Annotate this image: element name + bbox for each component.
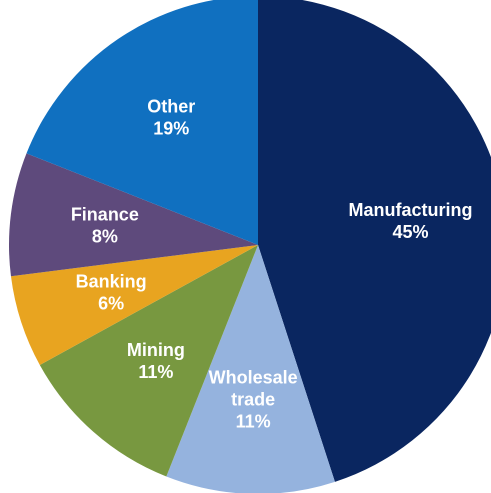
pie-label-wholesale-trade: Wholesale trade 11% bbox=[209, 367, 298, 431]
pie-label-name: Wholesale bbox=[209, 367, 298, 387]
pie-slice-banking bbox=[10, 245, 258, 365]
pie-label-name: Other bbox=[147, 96, 195, 116]
pie-label-finance: Finance 8% bbox=[71, 205, 139, 247]
pie-slices bbox=[9, 0, 491, 493]
pie-label-mining: Mining 11% bbox=[127, 340, 185, 382]
pie-label-name: Mining bbox=[127, 340, 185, 360]
pie-label-percent: 11% bbox=[138, 362, 173, 382]
pie-label-percent: 6% bbox=[98, 294, 124, 314]
pie-slice-wholesale-trade bbox=[166, 245, 335, 493]
pie-label-percent: 45% bbox=[392, 222, 428, 242]
pie-label-name: Finance bbox=[71, 205, 139, 225]
pie-slice-manufacturing bbox=[258, 0, 491, 482]
pie-label-percent: 19% bbox=[153, 118, 189, 138]
pie-slice-mining bbox=[39, 245, 258, 477]
pie-label-name: Banking bbox=[76, 272, 147, 292]
pie-labels: Manufacturing 45%Wholesale trade 11%Mining 1… bbox=[71, 96, 473, 431]
pie-label-name: Manufacturing bbox=[348, 200, 472, 220]
pie-label-other: Other 19% bbox=[147, 96, 195, 138]
pie-slice-other bbox=[26, 0, 258, 245]
pie-label-percent: 11% bbox=[236, 411, 271, 431]
pie-label-name: trade bbox=[231, 389, 275, 409]
pie-label-manufacturing: Manufacturing 45% bbox=[348, 200, 472, 242]
pie-slice-finance bbox=[9, 153, 259, 277]
pie-label-banking: Banking 6% bbox=[76, 272, 147, 314]
pie-label-percent: 8% bbox=[92, 227, 118, 247]
